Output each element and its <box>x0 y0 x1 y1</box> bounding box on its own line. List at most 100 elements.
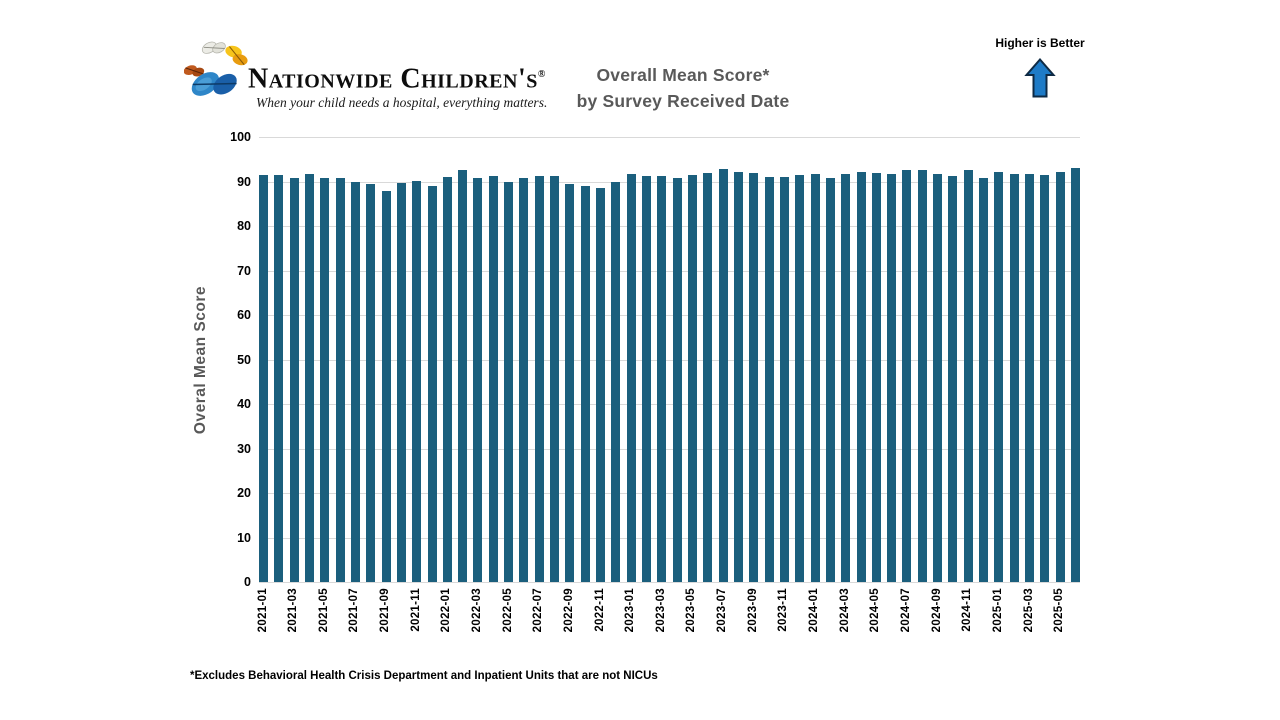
bar <box>1025 173 1035 582</box>
x-tick-label: 2025-03 <box>1022 588 1035 633</box>
bar <box>810 173 820 582</box>
bar <box>534 175 544 582</box>
bar <box>504 182 514 582</box>
gridline <box>259 582 1080 583</box>
bar <box>749 173 759 582</box>
bar <box>458 170 468 582</box>
x-tick-label: 2025-05 <box>1053 588 1066 633</box>
bar <box>366 184 376 582</box>
bar <box>259 175 268 582</box>
bar <box>871 172 881 582</box>
x-tick-label: 2024-05 <box>869 588 882 633</box>
gridline <box>259 137 1080 138</box>
y-tick-label: 10 <box>237 530 251 545</box>
gridline <box>259 404 1080 405</box>
bar <box>856 172 866 582</box>
bar <box>274 175 284 582</box>
footnote: *Excludes Behavioral Health Crisis Depar… <box>190 670 658 682</box>
y-tick-label: 30 <box>237 441 251 456</box>
x-tick-label: 2023-11 <box>777 588 790 632</box>
gridline <box>259 181 1080 183</box>
bar <box>733 171 743 582</box>
x-tick-label: 2023-09 <box>746 588 759 633</box>
x-tick-label: 2022-01 <box>440 588 453 633</box>
x-tick-label: 2023-01 <box>624 588 637 633</box>
bar <box>550 176 560 582</box>
bar <box>687 174 697 582</box>
gridline <box>259 537 1080 539</box>
x-tick-label: 2022-09 <box>562 588 575 633</box>
bar <box>718 168 728 582</box>
bar <box>611 181 621 582</box>
bar <box>396 183 406 582</box>
nationwide-childrens-logo: Nationwide Children's® When your child n… <box>184 32 547 116</box>
bar <box>1009 174 1019 582</box>
x-tick-label: 2024-01 <box>808 588 821 633</box>
up-arrow-icon <box>1024 57 1056 98</box>
x-tick-label: 2023-07 <box>716 588 729 633</box>
x-tick-label: 2023-03 <box>654 588 667 633</box>
gridline <box>259 448 1080 450</box>
y-tick-label: 0 <box>244 575 251 589</box>
x-tick-label: 2021-05 <box>317 588 330 633</box>
higher-is-better-label: Higher is Better <box>995 36 1085 50</box>
x-tick-label: 2025-01 <box>991 588 1004 633</box>
logo-wordmark: Nationwide Children's® <box>248 63 546 95</box>
blue-butterfly-icon <box>191 72 237 96</box>
x-tick-label: 2024-09 <box>930 588 943 633</box>
x-tick-label: 2024-11 <box>961 588 974 632</box>
gridline <box>259 226 1080 227</box>
bar <box>902 169 912 582</box>
y-tick-label: 20 <box>237 486 251 500</box>
orange-butterfly-icon <box>184 65 205 77</box>
bar <box>795 174 805 582</box>
bar <box>350 182 360 582</box>
gridline <box>259 359 1080 361</box>
butterflies-logo-icon <box>184 41 248 96</box>
bar <box>1071 168 1080 582</box>
x-tick-label: 2021-01 <box>256 588 269 633</box>
y-tick-label: 100 <box>230 130 251 144</box>
bar <box>703 173 713 582</box>
bar <box>779 177 789 582</box>
bar <box>335 178 345 582</box>
x-tick-label: 2021-09 <box>379 588 392 633</box>
bar <box>381 191 391 582</box>
bar <box>933 173 943 582</box>
bar <box>289 177 299 582</box>
bar <box>642 175 652 582</box>
y-tick-label: 60 <box>237 308 251 322</box>
x-tick-label: 2021-03 <box>287 588 300 633</box>
gridline <box>259 270 1080 272</box>
bar <box>963 170 973 582</box>
gridline <box>259 315 1080 316</box>
bar <box>887 173 897 582</box>
bar <box>626 174 636 582</box>
bar <box>979 177 989 582</box>
bar <box>764 176 774 582</box>
x-tick-label: 2021-07 <box>348 588 361 633</box>
registered-trademark: ® <box>537 69 546 80</box>
x-tick-label: 2024-07 <box>899 588 912 633</box>
x-tick-label: 2024-03 <box>838 588 851 633</box>
bar <box>427 186 437 582</box>
bar <box>672 177 682 582</box>
white-butterfly-icon <box>201 41 226 54</box>
x-tick-label: 2022-07 <box>532 588 545 633</box>
bar <box>1055 171 1065 582</box>
bar <box>304 173 314 582</box>
bar <box>580 185 590 582</box>
bar <box>994 171 1004 582</box>
bar <box>657 175 667 582</box>
y-tick-label: 90 <box>237 174 251 189</box>
y-tick-label: 40 <box>237 397 251 411</box>
y-tick-label: 70 <box>237 263 251 278</box>
x-tick-label: 2021-11 <box>409 588 422 632</box>
bar <box>488 175 498 582</box>
bar <box>825 177 835 582</box>
bar <box>841 173 851 582</box>
plot-area: 0 10 20 30 40 50 60 70 80 90 100 2021-01 2021-03 2021… <box>230 130 1080 632</box>
bar <box>473 178 483 582</box>
logo-tagline: When your child needs a hospital, everyt… <box>256 95 548 111</box>
